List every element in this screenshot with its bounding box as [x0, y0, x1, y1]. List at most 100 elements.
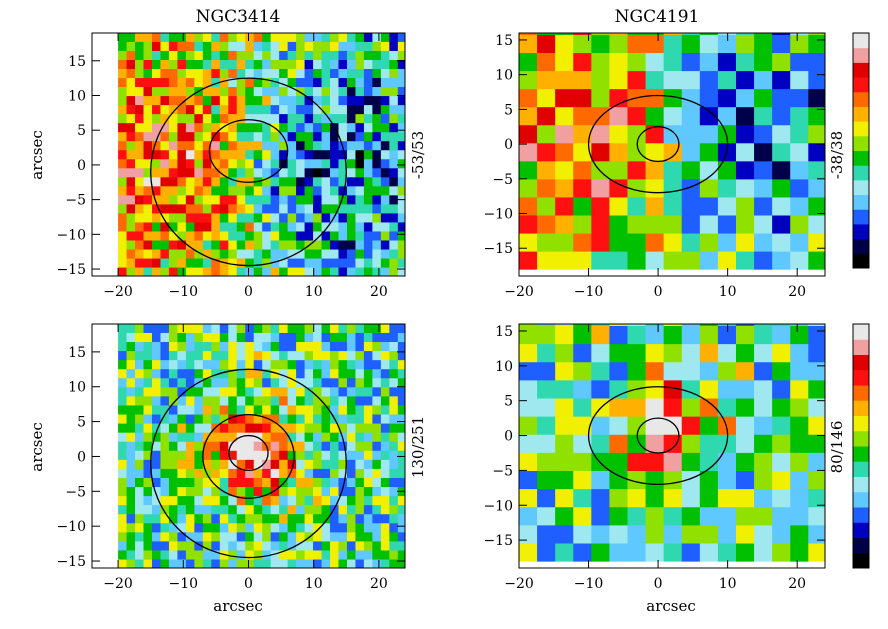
- map-cell: [330, 77, 340, 88]
- map-cell: [262, 122, 272, 133]
- map-cell: [143, 386, 153, 397]
- map-cell: [754, 397, 773, 417]
- map-cell: [236, 122, 246, 133]
- map-cell: [304, 386, 314, 397]
- map-cell: [185, 413, 195, 424]
- map-cell: [363, 422, 373, 433]
- map-cell: [304, 522, 314, 533]
- map-cell: [211, 341, 221, 352]
- map-cell: [681, 434, 701, 453]
- map-cell: [219, 522, 229, 533]
- map-cell: [279, 77, 289, 88]
- map-cell: [609, 542, 629, 562]
- map-cell: [346, 386, 357, 397]
- map-cell: [135, 203, 145, 214]
- map-cell: [287, 149, 297, 160]
- map-cell: [591, 361, 611, 381]
- map-cell: [346, 368, 357, 379]
- map-cell: [321, 450, 331, 460]
- map-cell: [228, 33, 238, 42]
- map-cell: [717, 343, 737, 363]
- x-tick-label: −20: [103, 284, 133, 300]
- map-cell: [397, 131, 405, 142]
- map-cell: [194, 549, 204, 560]
- map-cell: [573, 361, 592, 381]
- map-cell: [627, 325, 647, 345]
- map-cell: [219, 41, 229, 51]
- map-cell: [380, 194, 390, 205]
- map-cells: [519, 324, 825, 562]
- map-cell: [236, 468, 246, 478]
- map-cell: [519, 124, 538, 144]
- map-cell: [296, 176, 306, 187]
- map-cell: [555, 106, 574, 126]
- map-cell: [262, 404, 272, 415]
- map-cell: [519, 434, 538, 453]
- map-cell: [699, 470, 719, 490]
- map-cell: [287, 185, 297, 196]
- map-cell: [555, 542, 574, 562]
- map-cell: [363, 359, 373, 370]
- map-cell: [228, 158, 238, 169]
- map-cell: [355, 86, 365, 97]
- map-cell: [168, 140, 179, 151]
- map-cell: [202, 441, 212, 451]
- map-cell: [330, 441, 340, 451]
- map-cell: [253, 113, 263, 124]
- colorbar: [852, 32, 870, 269]
- map-cell: [287, 230, 297, 241]
- map-cell: [228, 441, 238, 451]
- map-cell: [151, 368, 162, 379]
- colorbar-segment: [853, 385, 869, 401]
- map-cell: [151, 468, 162, 478]
- map-cell: [253, 33, 263, 42]
- map-cell: [135, 386, 145, 397]
- map-cell: [363, 486, 373, 497]
- map-cell: [236, 386, 246, 397]
- map-cell: [790, 524, 809, 544]
- map-cell: [591, 178, 611, 198]
- map-cell: [245, 486, 255, 497]
- map-cell: [151, 486, 162, 497]
- map-cell: [555, 232, 574, 252]
- map-cell: [151, 194, 162, 205]
- map-cell: [118, 122, 128, 133]
- map-cell: [219, 377, 229, 388]
- map-cell: [151, 395, 162, 406]
- map-cell: [537, 214, 556, 234]
- map-cell: [194, 221, 204, 232]
- map-cell: [519, 33, 538, 35]
- map-cell: [245, 266, 255, 276]
- map-cell: [185, 266, 195, 276]
- map-cell: [346, 104, 357, 115]
- map-cell: [397, 33, 405, 42]
- map-cell: [118, 359, 128, 370]
- map-cell: [185, 176, 195, 187]
- map-cell: [754, 325, 773, 345]
- map-cell: [270, 239, 280, 250]
- map-cell: [219, 359, 229, 370]
- map-cell: [202, 377, 212, 388]
- map-cell: [143, 468, 153, 478]
- map-cell: [287, 558, 297, 568]
- map-cell: [168, 422, 179, 433]
- map-cell: [135, 495, 145, 506]
- map-cell: [236, 404, 246, 415]
- map-cell: [177, 77, 187, 88]
- map-cell: [313, 395, 323, 406]
- map-cell: [143, 422, 153, 433]
- map-cell: [338, 422, 348, 433]
- map-cell: [194, 239, 204, 250]
- map-cell: [236, 149, 246, 160]
- colorbar-segment: [853, 91, 869, 107]
- map-cell: [397, 158, 405, 169]
- map-cell: [270, 441, 280, 451]
- map-cell: [372, 549, 382, 560]
- map-cell: [573, 52, 592, 72]
- map-cell: [236, 477, 246, 488]
- map-cell: [253, 221, 263, 232]
- map-cell: [372, 468, 382, 478]
- map-cell: [279, 504, 289, 515]
- map-cell: [270, 149, 280, 160]
